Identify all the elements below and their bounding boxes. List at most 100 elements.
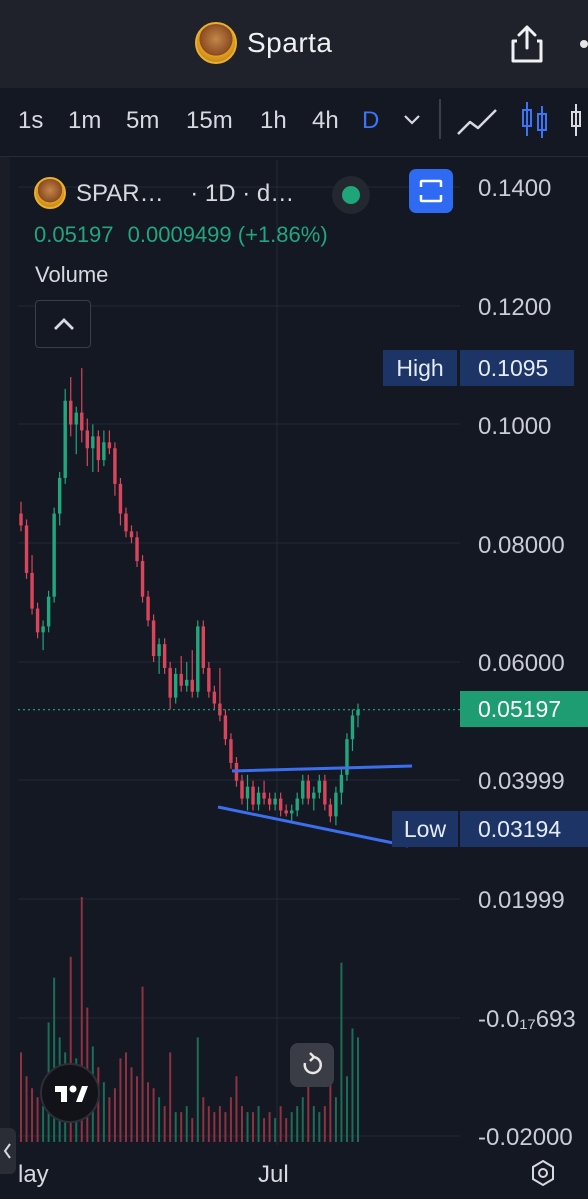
symbol-title[interactable]: SPAR… · 1D · d…: [76, 180, 294, 208]
volume-bar: [163, 1106, 166, 1142]
candle-body: [46, 596, 51, 627]
candle-body: [284, 810, 288, 814]
price-tick: 0.1200: [478, 294, 552, 321]
symbol-interval: · 1D · d…: [190, 180, 295, 207]
chevron-up-icon: [54, 318, 74, 330]
candle-body: [91, 436, 95, 449]
volume-bar: [36, 1097, 39, 1142]
timeframe-1s[interactable]: 1s: [18, 107, 44, 134]
candle-body: [295, 798, 299, 811]
more-icon[interactable]: [580, 40, 588, 48]
volume-bar: [268, 1112, 271, 1142]
volume-bar: [152, 1088, 155, 1142]
candle-body: [63, 400, 67, 478]
candle-body: [124, 513, 128, 532]
candle-body: [278, 798, 283, 811]
tradingview-logo-icon: [55, 1085, 88, 1102]
candle-body: [157, 644, 161, 657]
candle-body: [229, 739, 233, 763]
timeframe-1m[interactable]: 1m: [68, 107, 102, 134]
legend-price: 0.05197: [34, 222, 114, 247]
volume-bar: [252, 1112, 255, 1142]
candle-body: [35, 608, 40, 633]
volume-bar: [246, 1112, 249, 1142]
volume-bar: [290, 1112, 293, 1142]
line-chart-icon[interactable]: [456, 104, 500, 138]
price-chart[interactable]: [0, 157, 588, 1199]
volume-bar: [312, 1106, 315, 1142]
settings-icon[interactable]: [528, 1158, 558, 1188]
candle-body: [19, 513, 23, 526]
volume-bar: [80, 897, 83, 1142]
candle-body: [256, 792, 261, 805]
price-tick: -0.0₁₇693: [478, 1006, 576, 1033]
volume-bar: [124, 1052, 127, 1142]
candle-body: [129, 531, 134, 538]
volume-bar: [263, 1118, 266, 1142]
volume-bar: [351, 1028, 354, 1142]
volume-bar: [257, 1106, 260, 1142]
timeframe-1h[interactable]: 1h: [260, 107, 287, 134]
volume-bar: [279, 1106, 282, 1142]
timeframe-15m[interactable]: 15m: [186, 107, 233, 134]
volume-bar: [235, 1076, 238, 1142]
volume-label: Volume: [35, 262, 109, 287]
volume-bar: [202, 1097, 205, 1142]
candle-body: [223, 715, 228, 740]
toolbar-divider: [439, 99, 441, 139]
bar-chart-icon[interactable]: [568, 100, 588, 140]
low-label: Low: [392, 811, 458, 847]
volume-bar: [229, 1097, 232, 1142]
volume-bar: [102, 1082, 105, 1142]
fullscreen-button[interactable]: [409, 169, 453, 213]
chevron-down-icon[interactable]: [402, 112, 422, 128]
volume-bar: [141, 986, 144, 1142]
volume-bar: [136, 1076, 139, 1142]
share-icon[interactable]: [510, 24, 544, 64]
volume-bar: [274, 1118, 277, 1142]
candle-body: [273, 798, 277, 805]
tradingview-logo[interactable]: [40, 1063, 100, 1123]
volume-bar: [185, 1106, 188, 1142]
candle-body: [74, 412, 78, 425]
volume-bar: [357, 1037, 359, 1142]
candlesticks: [19, 368, 360, 826]
volume-bar: [108, 1097, 111, 1142]
volume-bar: [296, 1106, 299, 1142]
candle-body: [262, 792, 266, 799]
chart-left-edge: [0, 157, 10, 1157]
candle-body: [317, 780, 322, 793]
price-tick: 0.06000: [478, 650, 565, 677]
left-panel-handle[interactable]: [0, 1128, 16, 1174]
timeframe-d[interactable]: D: [362, 107, 380, 134]
price-tick: 0.1000: [478, 413, 552, 440]
resistance-trendline: [231, 764, 413, 773]
candle-body: [240, 780, 244, 799]
price-tick: 0.01999: [478, 887, 565, 914]
price-tick: 0.08000: [478, 532, 565, 559]
support-trendline: [217, 805, 409, 848]
candle-body: [52, 513, 56, 597]
legend-values: 0.05197 0.0009499 (+1.86%): [34, 222, 328, 248]
time-tick: lay: [18, 1161, 49, 1188]
reset-icon: [303, 1052, 322, 1075]
volume-bar: [53, 977, 56, 1142]
timeframe-4h[interactable]: 4h: [312, 107, 339, 134]
candlestick-icon[interactable]: [520, 100, 550, 140]
volume-bar: [196, 1037, 199, 1142]
timeframe-bar: 1s 1m 5m 15m 1h 4h D: [0, 88, 588, 157]
volume-bar: [301, 1097, 304, 1142]
reset-chart-button[interactable]: [290, 1043, 334, 1087]
candle-body: [173, 673, 178, 698]
volume-bar: [20, 1052, 22, 1142]
chart-grid: [18, 160, 460, 1145]
symbol-avatar: [34, 177, 66, 209]
fullscreen-icon: [419, 179, 443, 203]
timeframe-5m[interactable]: 5m: [126, 107, 160, 134]
volume-bar: [224, 1112, 227, 1142]
candle-body: [113, 448, 117, 484]
volume-bar: [285, 1118, 288, 1142]
volume-bar: [345, 1076, 348, 1142]
high-value: 0.1095: [460, 350, 574, 386]
collapse-button[interactable]: [35, 300, 91, 348]
